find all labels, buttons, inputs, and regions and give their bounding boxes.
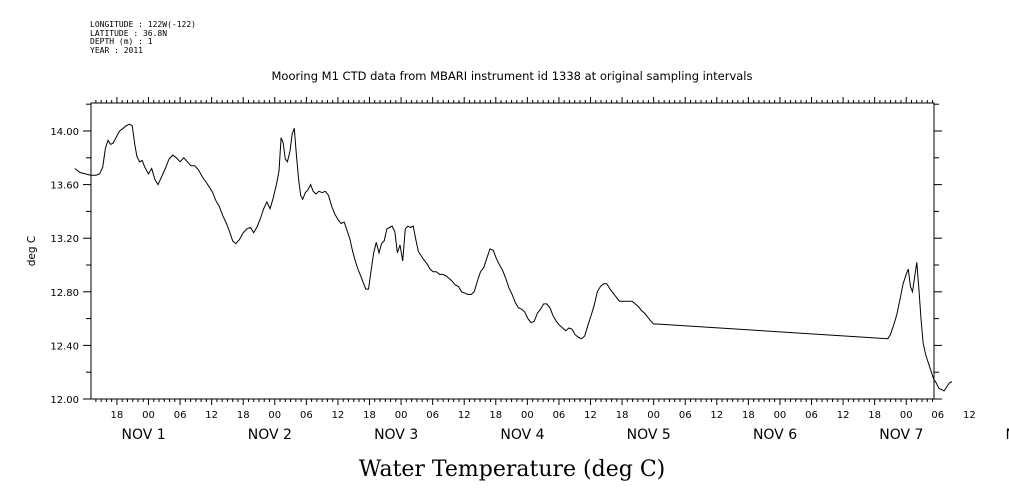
x-tick-label: 00	[521, 410, 534, 421]
x-tick-label: 12	[205, 410, 218, 421]
x-tick-label: 12	[332, 410, 345, 421]
x-tick-label: 00	[900, 410, 913, 421]
x-tick-label: 18	[742, 410, 755, 421]
depth-label: DEPTH (m) : 1	[90, 37, 153, 46]
x-day-label: NOV 4	[500, 427, 544, 443]
x-day-label: NOV 7	[879, 427, 923, 443]
y-tick-label: 13.60	[50, 181, 79, 192]
x-tick-label: 06	[426, 410, 439, 421]
latitude-label: LATITUDE : 36.8N	[90, 28, 168, 38]
x-day-label: NOV 1	[122, 427, 166, 443]
x-tick-label: 00	[647, 410, 660, 421]
y-tick-labels: 12.00 12.40 12.80 13.20 13.60 14.00	[50, 127, 79, 406]
x-tick-label: 12	[837, 410, 850, 421]
year-label: YEAR : 2011	[90, 45, 143, 55]
x-tick-label: 06	[805, 410, 818, 421]
x-tick-label: 06	[931, 410, 944, 421]
x-tick-label: 12	[963, 410, 976, 421]
y-tick-label: 12.00	[50, 395, 79, 406]
y-axis-label: deg C	[26, 236, 38, 266]
tick-marks	[83, 97, 942, 405]
x-day-label: NOV 3	[374, 427, 418, 443]
y-tick-label: 13.20	[50, 234, 79, 245]
x-tick-label: 18	[616, 410, 629, 421]
x-day-labels: NOV 1 NOV 2 NOV 3 NOV 4 NOV 5 NOV 6 NOV 7 NOV 8	[122, 427, 1009, 443]
plot-frame	[90, 102, 935, 400]
longitude-label: LONGITUDE : 122W(-122)	[90, 20, 196, 29]
x-tick-label: 06	[300, 410, 313, 421]
x-axis-label: Water Temperature (deg C)	[359, 457, 666, 482]
x-tick-label: 00	[268, 410, 281, 421]
metadata-block: LONGITUDE : 122W(-122) LATITUDE : 36.8N …	[90, 20, 196, 55]
y-tick-label: 12.80	[50, 288, 79, 299]
series-line	[74, 123, 953, 392]
x-tick-label: 06	[679, 410, 692, 421]
x-tick-label: 06	[553, 410, 566, 421]
x-tick-label: 18	[868, 410, 881, 421]
x-day-label: NOV 5	[627, 427, 671, 443]
x-day-label: NOV 2	[248, 427, 292, 443]
x-tick-label: 00	[395, 410, 408, 421]
x-tick-label: 06	[174, 410, 187, 421]
x-tick-label: 18	[237, 410, 250, 421]
x-tick-label: 18	[111, 410, 124, 421]
x-day-label: NOV 8	[1006, 427, 1009, 443]
x-tick-label: 12	[584, 410, 597, 421]
x-tick-label: 12	[458, 410, 471, 421]
x-day-label: NOV 6	[753, 427, 797, 443]
x-tick-label: 18	[363, 410, 376, 421]
x-tick-label: 00	[774, 410, 787, 421]
x-tick-label: 00	[142, 410, 155, 421]
x-tick-label: 12	[710, 410, 723, 421]
x-hour-tick-labels: 18 00 06 12 18 00 06 12 18 00 06 12 18 00 06 12 18 00 06 12…	[111, 410, 976, 421]
x-tick-label: 18	[489, 410, 502, 421]
y-tick-label: 14.00	[50, 127, 79, 138]
chart-title: Mooring M1 CTD data from MBARI instrumen…	[272, 69, 753, 83]
y-tick-label: 12.40	[50, 341, 79, 352]
